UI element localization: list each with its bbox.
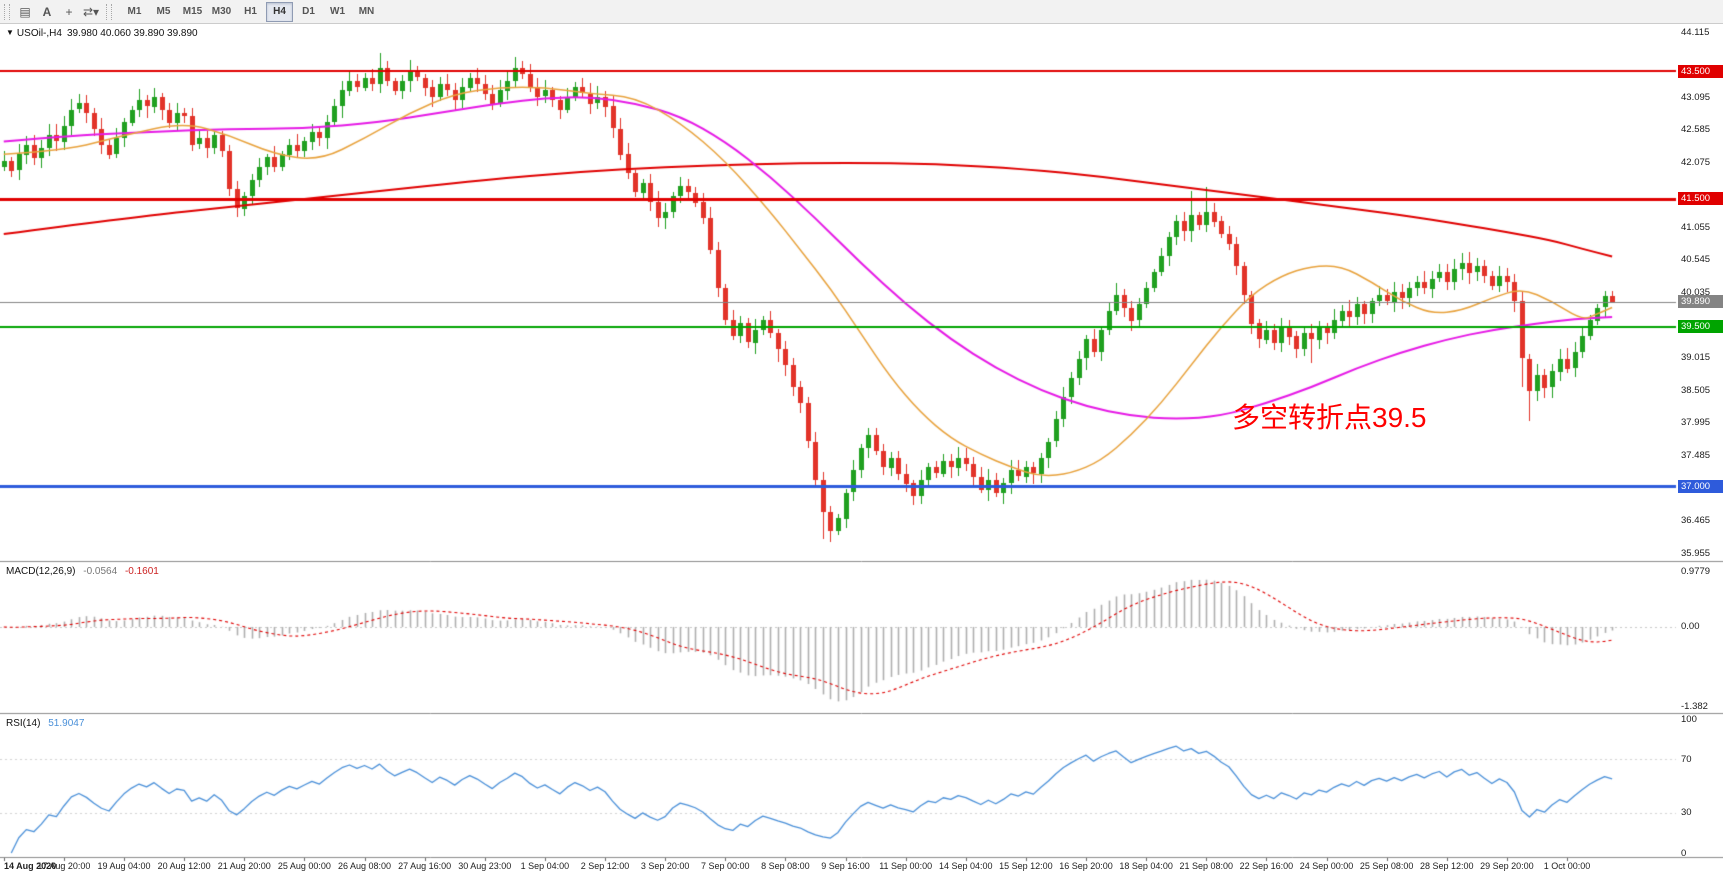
time-axis-label: 21 Sep 08:00 bbox=[1179, 861, 1234, 871]
time-axis-label: 11 Sep 00:00 bbox=[879, 861, 933, 871]
bid-price-label: 39.890 bbox=[1678, 295, 1723, 309]
symbol-period-label: USOil-,H4 bbox=[16, 28, 62, 39]
price-tick-label: 44.115 bbox=[1681, 26, 1710, 38]
time-axis-label: 14 Sep 04:00 bbox=[938, 861, 993, 871]
price-tick-label: 37.485 bbox=[1681, 449, 1711, 461]
time-axis-label: 2 Sep 12:00 bbox=[580, 861, 630, 871]
price-tick-label: 38.505 bbox=[1681, 384, 1711, 396]
time-axis-label: 15 Sep 12:00 bbox=[999, 861, 1053, 871]
time-axis-label: 25 Sep 08:00 bbox=[1359, 861, 1414, 871]
time-axis-label: 3 Sep 20:00 bbox=[640, 861, 690, 871]
cycle-symbols-icon[interactable]: ⇄▾ bbox=[82, 4, 100, 19]
timeframe-button-d1[interactable]: D1 bbox=[302, 6, 315, 17]
time-axis-label: 29 Sep 20:00 bbox=[1480, 861, 1534, 871]
price-tick-label: 37.995 bbox=[1681, 417, 1711, 429]
timeframe-buttons-group: M1 M5 M15 M30 H1 H4 D1 W1 MN bbox=[120, 1, 381, 22]
timeframe-button-m1[interactable]: M1 bbox=[127, 6, 142, 17]
macd-signal-value: -0.1601 bbox=[124, 566, 159, 577]
chart-window-icon[interactable]: ▤ bbox=[19, 4, 31, 19]
price-tick-label: 42.075 bbox=[1681, 156, 1711, 168]
rsi-label: RSI(14) bbox=[6, 718, 41, 729]
time-axis-label: 20 Aug 12:00 bbox=[157, 861, 211, 871]
price-tick-label: 43.095 bbox=[1681, 91, 1711, 103]
toolbar-grip bbox=[4, 3, 10, 20]
time-axis-label: 21 Aug 20:00 bbox=[217, 861, 271, 871]
rsi-value: 51.9047 bbox=[48, 718, 85, 729]
crosshair-icon[interactable]: + bbox=[65, 4, 73, 19]
macd-indicator-header: MACD(12,26,9) -0.0564 -0.1601 bbox=[6, 566, 159, 577]
time-axis-label: 17 Aug 20:00 bbox=[37, 861, 91, 871]
toolbar-grip bbox=[106, 3, 112, 20]
time-axis-label: 8 Sep 08:00 bbox=[761, 861, 810, 871]
time-axis-label: 24 Sep 00:00 bbox=[1299, 861, 1354, 871]
macd-main-value: -0.0564 bbox=[83, 566, 118, 577]
price-tick-label: 35.955 bbox=[1681, 547, 1711, 559]
price-tick-label: 36.465 bbox=[1681, 514, 1711, 526]
time-axis-label: 28 Sep 12:00 bbox=[1419, 861, 1474, 871]
macd-axis-label: 0.9779 bbox=[1681, 565, 1711, 577]
price-level-label[interactable]: 39.500 bbox=[1678, 320, 1723, 334]
macd-axis-label: 0.00 bbox=[1681, 621, 1700, 633]
top-toolbar: ▤ A + ⇄▾ M1 M5 M15 M30 H1 H4 D1 W1 MN bbox=[0, 0, 1723, 24]
price-level-label[interactable]: 43.500 bbox=[1678, 64, 1723, 78]
price-tick-label: 40.035 bbox=[1681, 287, 1711, 298]
rsi-indicator-header: RSI(14) 51.9047 bbox=[6, 718, 84, 729]
collapse-chart-icon[interactable]: ▼ bbox=[6, 28, 14, 37]
timeframe-button-m5[interactable]: M5 bbox=[156, 6, 171, 17]
timeframe-button-mn[interactable]: MN bbox=[358, 6, 375, 17]
price-tick-label: 42.585 bbox=[1681, 124, 1711, 136]
text-annotation-icon[interactable]: A bbox=[42, 4, 52, 19]
time-axis-label: 27 Aug 16:00 bbox=[398, 861, 452, 871]
time-axis-label: 7 Sep 00:00 bbox=[700, 861, 750, 871]
rsi-axis-label: 100 bbox=[1681, 713, 1697, 725]
time-axis-label: 22 Sep 16:00 bbox=[1239, 861, 1294, 871]
price-tick-label: 39.015 bbox=[1681, 352, 1711, 364]
timeframe-button-h4[interactable]: H4 bbox=[266, 1, 293, 22]
time-axis-label: 25 Aug 00:00 bbox=[277, 861, 331, 871]
rsi-axis-label: 0 bbox=[1681, 847, 1687, 859]
time-axis-label: 1 Oct 00:00 bbox=[1543, 861, 1591, 871]
price-level-label[interactable]: 37.000 bbox=[1678, 479, 1723, 493]
time-axis-label: 19 Aug 04:00 bbox=[97, 861, 151, 871]
timeframe-button-m30[interactable]: M30 bbox=[211, 6, 232, 17]
time-axis-label: 26 Aug 08:00 bbox=[337, 861, 392, 871]
time-axis-label: 1 Sep 04:00 bbox=[520, 861, 570, 871]
macd-axis-label: -1.382 bbox=[1681, 700, 1708, 712]
time-axis-label: 18 Sep 04:00 bbox=[1119, 861, 1173, 871]
time-axis-label: 14 Aug 2020 bbox=[4, 861, 57, 871]
macd-label: MACD(12,26,9) bbox=[6, 566, 76, 577]
time-axis-label: 9 Sep 16:00 bbox=[821, 861, 870, 871]
price-tick-label: 40.545 bbox=[1681, 254, 1711, 266]
ohlc-values: 39.980 40.060 39.890 39.890 bbox=[66, 28, 198, 39]
rsi-axis-label: 30 bbox=[1681, 807, 1692, 819]
price-tick-label: 41.055 bbox=[1681, 221, 1711, 233]
chart-text-annotation[interactable]: 多空转折点39.5 bbox=[1232, 402, 1427, 433]
chart-ohlc-header: ▼ USOil-,H4 39.980 40.060 39.890 39.890 bbox=[6, 28, 198, 39]
timeframe-button-m15[interactable]: M15 bbox=[182, 6, 203, 17]
timeframe-button-h1[interactable]: H1 bbox=[244, 6, 257, 17]
time-axis-label: 16 Sep 20:00 bbox=[1059, 861, 1113, 871]
timeframe-button-w1[interactable]: W1 bbox=[330, 6, 345, 17]
rsi-axis-label: 70 bbox=[1681, 753, 1692, 765]
price-level-label[interactable]: 41.500 bbox=[1678, 192, 1723, 206]
tool-buttons-group: ▤ A + ⇄▾ bbox=[14, 2, 102, 22]
time-axis-label: 30 Aug 23:00 bbox=[458, 861, 512, 871]
